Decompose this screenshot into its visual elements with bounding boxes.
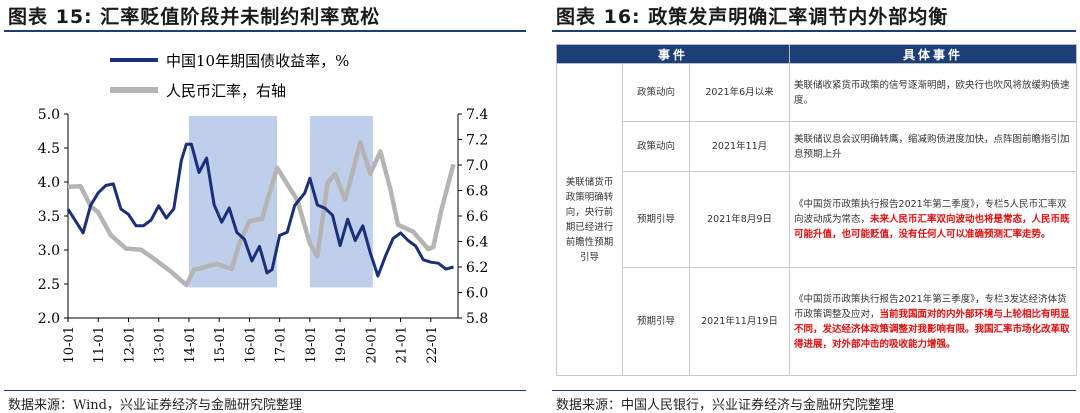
table-row: 预期引导 2021年8月9日 《中国货币政策执行报告2021年第二季度》，专栏5人民… — [557, 171, 1078, 268]
table-row: 预期引导 2021年11月19日 《中国货币政策执行报告2021年第三季度》，专栏3… — [557, 267, 1078, 376]
x-tick-label: 13-01 — [153, 326, 168, 363]
event-date-cell: 2021年11月 — [688, 121, 791, 172]
x-tick-label: 21-01 — [395, 326, 410, 363]
right-tick-label: 7.2 — [466, 133, 488, 149]
line-chart: 2.0 2.5 3.0 3.5 4.0 4.5 5.0 5.8 6.0 6.2 6.4 6.6 6.8 7… — [38, 52, 489, 363]
left-tick-label: 2.0 — [38, 311, 60, 327]
left-tick-label: 5.0 — [38, 107, 60, 123]
event-detail-cell: 美联储议息会议明确转鹰，缩减购债进度加快，点阵图前瞻指引加息预期上升 — [789, 121, 1078, 172]
x-tick-label: 14-01 — [183, 326, 198, 363]
x-tick-label: 17-01 — [274, 326, 289, 363]
detail-text: 《中国货币政策执行报告2021年第三季度》，专栏3发达经济体货币政策调整及应对， — [794, 293, 1067, 320]
source-rule — [4, 390, 526, 391]
x-tick-label: 11-01 — [92, 326, 107, 363]
legend-label: 人民币汇率，右轴 — [166, 82, 286, 100]
right-tick-label: 6.0 — [466, 286, 488, 302]
header-event: 事件 — [555, 44, 791, 64]
x-tick-label: 16-01 — [243, 326, 258, 363]
event-type-cell: 预期引导 — [622, 171, 690, 268]
left-tick-label: 3.0 — [38, 243, 60, 259]
right-tick-label: 7.4 — [466, 107, 488, 123]
event-date-cell: 2021年6月以来 — [688, 63, 791, 122]
x-tick-label: 15-01 — [213, 326, 228, 363]
detail-text: 《中国货币政策执行报告2021年第二季度》，专栏5人民币汇率双向波动成为常态， — [794, 199, 1067, 225]
title-rule — [4, 30, 526, 32]
table-header-row: 事件 具体事件 — [555, 44, 1078, 64]
left-tick-label: 3.5 — [38, 209, 60, 225]
chart-title: 图表 15: 汇率贬值阶段并未制约利率宽松 — [8, 6, 381, 28]
x-tick-label: 10-01 — [62, 326, 77, 363]
table-row: 政策动向 2021年11月 美联储议息会议明确转鹰，缩减购债进度加快，点阵图前瞻指引… — [557, 121, 1078, 172]
right-tick-label: 5.8 — [466, 311, 488, 327]
right-tick-label: 6.4 — [466, 235, 488, 251]
left-tick-label: 4.5 — [38, 141, 60, 157]
event-type-cell: 预期引导 — [622, 267, 690, 376]
event-detail-cell: 美联储收紧货币政策的信号逐渐明朗，欧央行也吹风将放缓购债速度。 — [789, 63, 1078, 122]
legend-label: 中国10年期国债收益率，% — [166, 52, 349, 70]
highlight-text: 当前我国面对的内外部环境与上轮相比有明显不同，发达经济体政策调整对我影响有限。我… — [794, 308, 1070, 350]
right-tick-label: 6.2 — [466, 260, 488, 276]
detail-text: 美联储议息会议明确转鹰，缩减购债进度加快，点阵图前瞻指引加息预期上升 — [794, 133, 1070, 160]
detail-text: 美联储收紧货币政策的信号逐渐明朗，欧央行也吹风将放缓购债速度。 — [794, 79, 1070, 106]
x-tick-label: 20-01 — [364, 326, 379, 363]
series-line-yield — [66, 142, 454, 278]
table-row: 美联储货币政策明确转向，央行前期已经进行前瞻性预期引导 政策动向 2021年6月以来… — [556, 63, 1078, 376]
event-detail-cell: 《中国货币政策执行报告2021年第二季度》，专栏5人民币汇率双向波动成为常态，未… — [789, 171, 1078, 268]
right-tick-label: 6.8 — [466, 184, 488, 200]
series-line-cny — [67, 140, 456, 288]
left-tick-label: 4.0 — [38, 175, 60, 191]
event-type-cell: 政策动向 — [622, 63, 690, 122]
event-detail-cell: 《中国货币政策执行报告2021年第三季度》，专栏3发达经济体货币政策调整及应对，… — [789, 267, 1078, 376]
right-tick-label: 6.6 — [466, 209, 488, 225]
right-tick-label: 7.0 — [466, 158, 488, 174]
highlight-text: 未来人民币汇率双向波动也将是常态，人民币既可能升值，也可能贬值，没有任何人可以准… — [794, 214, 1070, 240]
event-date-cell: 2021年11月19日 — [688, 267, 791, 376]
chart-panel: 图表 15: 汇率贬值阶段并未制约利率宽松 2.0 2.5 3.0 3.5 4.0 4.5… — [0, 0, 530, 413]
x-tick-label: 22-01 — [425, 326, 440, 363]
left-tick-label: 2.5 — [38, 277, 60, 293]
source-rule — [552, 390, 1076, 391]
chart-source: 数据来源：Wind，兴业证券经济与金融研究院整理 — [8, 398, 302, 413]
x-tick-label: 12-01 — [122, 326, 137, 363]
policy-table: 事件 具体事件 美联储货币政策明确转向，央行前期已经进行前瞻性预期引导 政策动向 2… — [555, 44, 1078, 376]
event-type-cell: 政策动向 — [622, 121, 690, 172]
table-panel: 图表 16: 政策发声明确汇率调节内外部均衡 事件 具体事件 美联储货币政策明确… — [548, 0, 1080, 413]
group-label-cell: 美联储货币政策明确转向，央行前期已经进行前瞻性预期引导 — [556, 63, 623, 376]
table-title: 图表 16: 政策发声明确汇率调节内外部均衡 — [556, 6, 949, 28]
header-detail: 具体事件 — [789, 44, 1078, 64]
shaded-period — [309, 116, 373, 288]
x-tick-label: 18-01 — [304, 326, 319, 363]
table-source: 数据来源：中国人民银行，兴业证券经济与金融研究院整理 — [556, 398, 895, 413]
title-rule — [552, 30, 1076, 32]
event-date-cell: 2021年8月9日 — [688, 171, 791, 268]
x-tick-label: 19-01 — [334, 326, 349, 363]
